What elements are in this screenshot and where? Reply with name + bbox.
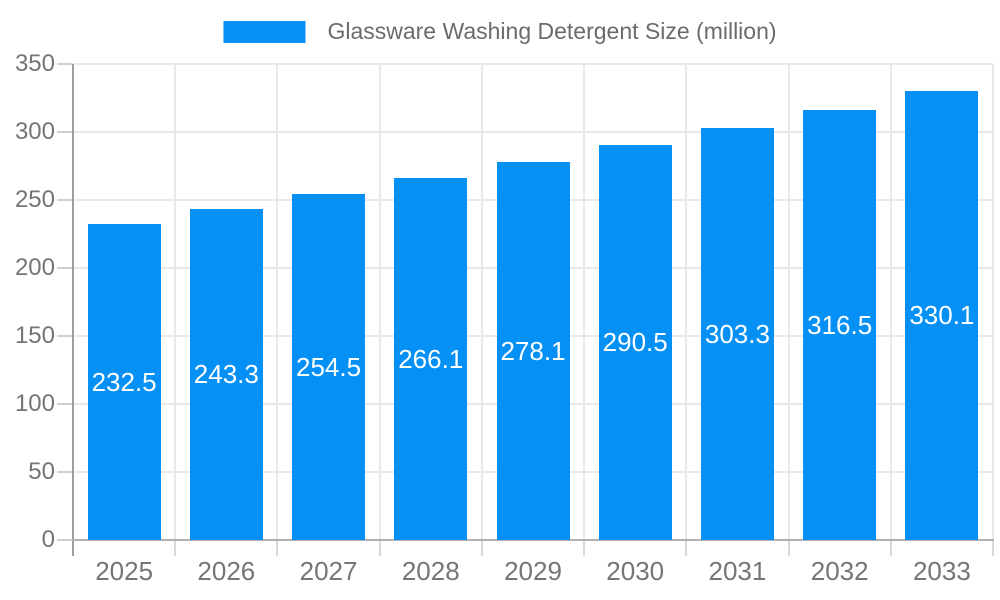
x-gridline (685, 64, 688, 540)
bar-value-label: 303.3 (704, 318, 770, 349)
bar-2026[interactable]: 243.3 (189, 209, 263, 540)
y-tick-label: 200 (14, 254, 55, 281)
bar-2030[interactable]: 290.5 (598, 145, 672, 540)
y-tick-mark (57, 539, 72, 541)
x-tick-label: 2028 (401, 556, 460, 586)
bar-value-label: 243.3 (193, 359, 259, 389)
bar-value-label: 232.5 (91, 366, 157, 397)
x-axis-line (72, 539, 994, 541)
x-gridline (583, 64, 586, 540)
y-tick-label: 100 (14, 390, 55, 417)
x-tick-mark (276, 541, 279, 556)
x-tick-mark (889, 541, 892, 556)
x-tick-mark (787, 541, 790, 556)
x-gridline (787, 64, 790, 540)
x-tick-label: 2026 (197, 556, 256, 586)
bar-2027[interactable]: 254.5 (292, 194, 366, 540)
y-tick-label: 0 (41, 526, 55, 553)
y-tick-label: 300 (14, 118, 55, 145)
y-tick-label: 350 (14, 50, 55, 77)
legend-swatch (223, 20, 306, 43)
x-tick-label: 2031 (708, 556, 767, 586)
x-gridline (480, 64, 483, 540)
bar-value-label: 290.5 (602, 327, 668, 357)
x-tick-mark (174, 541, 177, 556)
x-tick-mark (583, 541, 586, 556)
bar-2031[interactable]: 303.3 (700, 128, 774, 540)
y-gridline (73, 131, 993, 133)
x-tick-label: 2025 (95, 556, 154, 586)
bar-2033[interactable]: 330.1 (905, 91, 979, 540)
x-tick-mark (480, 541, 483, 556)
x-tick-label: 2030 (606, 556, 665, 586)
y-tick-mark (57, 131, 72, 133)
x-gridline (276, 64, 279, 540)
legend[interactable]: Glassware Washing Detergent Size (millio… (223, 18, 777, 45)
legend-label: Glassware Washing Detergent Size (millio… (327, 18, 777, 44)
bar-value-label: 266.1 (398, 343, 464, 374)
y-tick-mark (57, 471, 72, 473)
y-tick-mark (57, 403, 72, 405)
bar-value-label: 316.5 (807, 309, 873, 340)
x-tick-mark (992, 541, 994, 556)
y-axis-line (72, 64, 74, 556)
bar-2025[interactable]: 232.5 (87, 224, 161, 540)
y-tick-mark (57, 267, 72, 269)
bar-value-label: 330.1 (909, 300, 975, 330)
x-tick-label: 2027 (299, 556, 358, 586)
y-tick-mark (57, 335, 72, 337)
y-tick-mark (57, 199, 72, 201)
y-tick-label: 250 (14, 186, 55, 213)
y-tick-mark (57, 63, 72, 65)
bar-value-label: 254.5 (296, 351, 362, 382)
x-gridline (992, 64, 994, 540)
y-tick-label: 50 (28, 458, 55, 485)
bar-value-label: 278.1 (500, 335, 566, 366)
x-tick-mark (685, 541, 688, 556)
bar-2029[interactable]: 278.1 (496, 162, 570, 540)
x-tick-label: 2032 (810, 556, 869, 586)
x-gridline (174, 64, 177, 540)
x-gridline (378, 64, 381, 540)
y-tick-label: 150 (14, 322, 55, 349)
bar-2028[interactable]: 266.1 (394, 178, 468, 540)
y-gridline (73, 63, 993, 65)
bar-2032[interactable]: 316.5 (803, 110, 877, 540)
x-tick-label: 2029 (504, 556, 562, 586)
x-tick-mark (378, 541, 381, 556)
x-gridline (889, 64, 892, 540)
x-tick-label: 2033 (912, 556, 971, 586)
